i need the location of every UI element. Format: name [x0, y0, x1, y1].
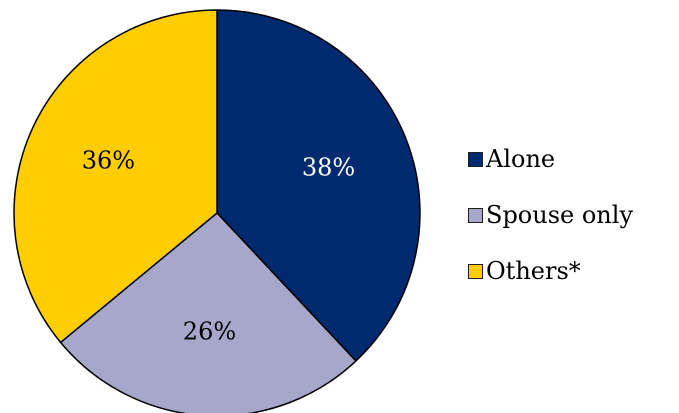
legend-item-alone: Alone — [468, 140, 633, 178]
legend-label-alone: Alone — [486, 145, 556, 173]
pie-slice-alone — [216, 9, 421, 362]
legend-label-spouse-only: Spouse only — [486, 201, 633, 229]
pie-label-alone: 38% — [302, 153, 355, 181]
pie-slices — [13, 9, 421, 413]
legend-label-others: Others* — [486, 257, 581, 285]
legend-swatch-alone — [468, 151, 483, 167]
legend: Alone Spouse only Others* — [468, 140, 633, 308]
pie-label-others: 36% — [82, 146, 135, 174]
legend-item-spouse-only: Spouse only — [468, 196, 633, 234]
legend-item-others: Others* — [468, 252, 633, 290]
legend-swatch-others — [468, 263, 483, 279]
pie-slice-labels: 38% 26% 36% — [82, 146, 355, 345]
pie-slice-spouse-only — [59, 212, 357, 413]
legend-swatch-spouse-only — [468, 207, 483, 223]
pie-label-spouse-only: 26% — [183, 317, 236, 345]
pie-slice-others — [13, 9, 218, 344]
